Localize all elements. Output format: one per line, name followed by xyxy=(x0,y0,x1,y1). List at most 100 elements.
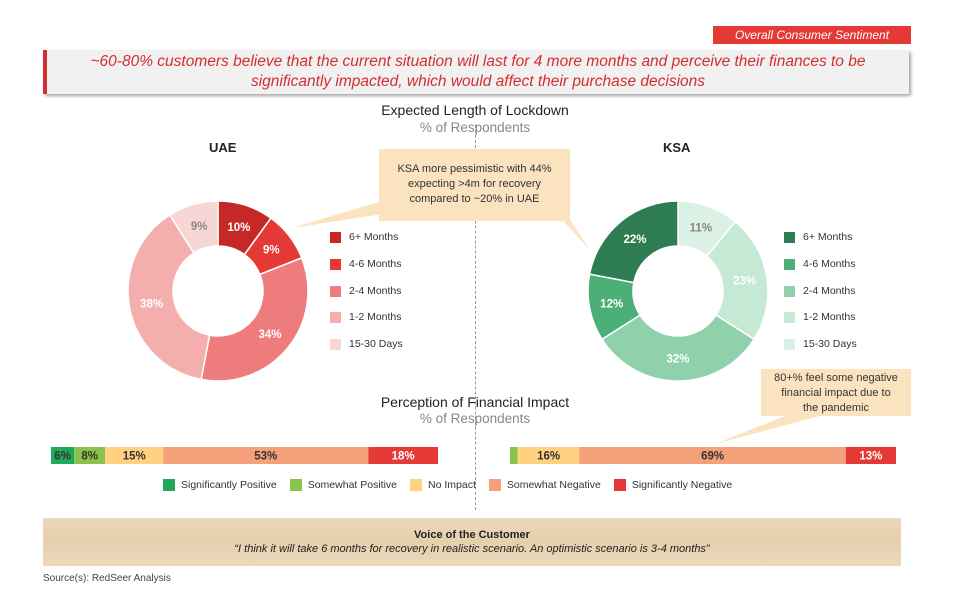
legend-item: Significantly Positive xyxy=(163,479,277,491)
legend-label: 4-6 Months xyxy=(803,257,856,270)
uae-pie-title: UAE xyxy=(209,140,237,155)
ksa-financial-bar-data-label: 13% xyxy=(859,451,882,463)
financial-callout-pointer xyxy=(715,410,820,444)
legend-swatch xyxy=(784,258,795,270)
voice-quote: “I think it will take 6 months for recov… xyxy=(234,543,710,555)
lockdown-subtitle: % of Respondents xyxy=(419,120,531,135)
ksa-pie-title: KSA xyxy=(663,140,691,155)
ksa-financial-bar-segment xyxy=(579,447,846,464)
ksa-pie-slice xyxy=(705,220,769,341)
lockdown-callout: KSA more pessimistic with 44% expecting … xyxy=(379,149,570,221)
uae-pie-data-label: 38% xyxy=(140,299,163,311)
ksa-financial-bar-segment xyxy=(845,447,896,464)
legend-item: Significantly Negative xyxy=(613,479,733,491)
legend-label: 2-4 Months xyxy=(349,284,402,297)
lockdown-callout-pointer-left xyxy=(292,197,395,228)
uae-financial-bar-data-label: 6% xyxy=(54,451,71,463)
legend-item: 1-2 Months xyxy=(784,311,857,338)
ksa-pie-slice xyxy=(588,200,679,284)
legend-item: No Impact xyxy=(410,479,476,491)
legend-label: 4-6 Months xyxy=(349,257,402,270)
legend-item: 15-30 Days xyxy=(330,338,403,365)
legend-swatch xyxy=(289,479,302,491)
legend-swatch xyxy=(330,258,341,270)
ksa-financial-bar-data-label: 16% xyxy=(537,451,560,463)
legend-swatch xyxy=(163,479,175,491)
headline-banner: ~60-80% customers believe that the curre… xyxy=(43,50,909,94)
voice-of-customer-panel: Voice of the Customer “I think it will t… xyxy=(43,518,901,566)
ksa-pie-legend: 6+ Months 4-6 Months 2-4 Months 1-2 Mont… xyxy=(784,231,857,365)
ksa-pie-data-label: 22% xyxy=(623,234,646,246)
ksa-pie-data-label: 11% xyxy=(690,222,712,234)
legend-label: Significantly Negative xyxy=(631,479,733,491)
legend-item: 6+ Months xyxy=(330,231,403,258)
legend-label: Somewhat Positive xyxy=(307,479,398,491)
ksa-financial-bar-segment xyxy=(517,447,580,464)
uae-pie-slice xyxy=(168,200,219,255)
financial-callout-line-2: financial impact due to xyxy=(781,387,891,399)
legend-label: Somewhat Negative xyxy=(506,479,601,491)
uae-financial-bar-data-label: 15% xyxy=(123,451,146,463)
legend-swatch xyxy=(784,312,795,324)
legend-swatch xyxy=(410,479,423,491)
legend-swatch xyxy=(330,312,341,324)
legend-label: 6+ Months xyxy=(349,231,399,243)
headline-line-2: significantly impacted, which would affe… xyxy=(250,73,706,90)
legend-label: No Impact xyxy=(428,479,476,491)
ksa-pie-data-label: 12% xyxy=(600,299,623,311)
ksa-pie-data-label: 23% xyxy=(733,275,756,287)
section-tag: Overall Consumer Sentiment xyxy=(713,26,911,44)
lockdown-callout-line-1: KSA more pessimistic with 44% xyxy=(397,163,552,175)
uae-pie-legend: 6+ Months 4-6 Months 2-4 Months 1-2 Mont… xyxy=(330,231,403,365)
financial-title: Perception of Financial Impact xyxy=(380,394,570,410)
uae-pie-data-label: 10% xyxy=(227,222,250,234)
ksa-pie-data-label: 32% xyxy=(666,354,689,366)
uae-pie-slice xyxy=(200,256,309,382)
legend-item: 4-6 Months xyxy=(784,258,857,285)
legend-swatch xyxy=(330,285,341,297)
legend-item: 6+ Months xyxy=(784,231,857,258)
center-divider xyxy=(475,125,476,510)
ksa-pie-slice xyxy=(600,314,756,382)
legend-label: 1-2 Months xyxy=(349,311,402,324)
uae-financial-bar-data-label: 18% xyxy=(392,451,415,463)
uae-pie-data-label: 9% xyxy=(191,221,208,233)
legend-label: 2-4 Months xyxy=(803,284,856,297)
legend-label: Significantly Positive xyxy=(181,479,277,491)
legend-item: 2-4 Months xyxy=(784,285,857,312)
legend-swatch xyxy=(488,479,501,491)
lockdown-title: Expected Length of Lockdown xyxy=(381,102,569,118)
ksa-financial-bar-data-label: 69% xyxy=(701,451,724,463)
ksa-financial-bar-segment xyxy=(510,447,518,464)
legend-swatch xyxy=(784,232,795,243)
uae-financial-bar-segment xyxy=(163,447,369,464)
financial-subtitle: % of Respondents xyxy=(419,411,531,426)
uae-pie-data-label: 9% xyxy=(263,245,280,257)
uae-financial-bar-segment xyxy=(105,447,164,464)
financial-legend: Significantly Positive Somewhat Positive… xyxy=(163,479,745,491)
legend-label: 6+ Months xyxy=(803,231,853,243)
uae-pie-data-label: 34% xyxy=(258,329,281,341)
uae-financial-bar-segment xyxy=(51,447,75,464)
legend-swatch xyxy=(330,339,341,351)
legend-swatch xyxy=(330,232,341,243)
lockdown-callout-line-3: compared to ~20% in UAE xyxy=(409,193,540,205)
legend-item: Somewhat Positive xyxy=(289,479,398,491)
legend-item: 2-4 Months xyxy=(330,285,403,312)
uae-financial-bar-data-label: 53% xyxy=(254,451,277,463)
legend-swatch xyxy=(784,339,795,351)
uae-financial-bar-segment xyxy=(368,447,438,464)
uae-financial-bar-data-label: 8% xyxy=(81,451,98,463)
financial-callout-line-3: the pandemic xyxy=(802,402,870,414)
legend-item: 15-30 Days xyxy=(784,338,857,365)
legend-label: 15-30 Days xyxy=(803,338,857,351)
uae-financial-bar-segment xyxy=(74,447,106,464)
legend-label: 1-2 Months xyxy=(803,311,856,324)
voice-title: Voice of the Customer xyxy=(414,529,530,541)
legend-label: 15-30 Days xyxy=(349,338,403,351)
headline-line-1: ~60-80% customers believe that the curre… xyxy=(90,53,866,70)
legend-item: 1-2 Months xyxy=(330,311,403,338)
financial-callout-line-1: 80+% feel some negative xyxy=(774,372,898,384)
legend-item: 4-6 Months xyxy=(330,258,403,285)
